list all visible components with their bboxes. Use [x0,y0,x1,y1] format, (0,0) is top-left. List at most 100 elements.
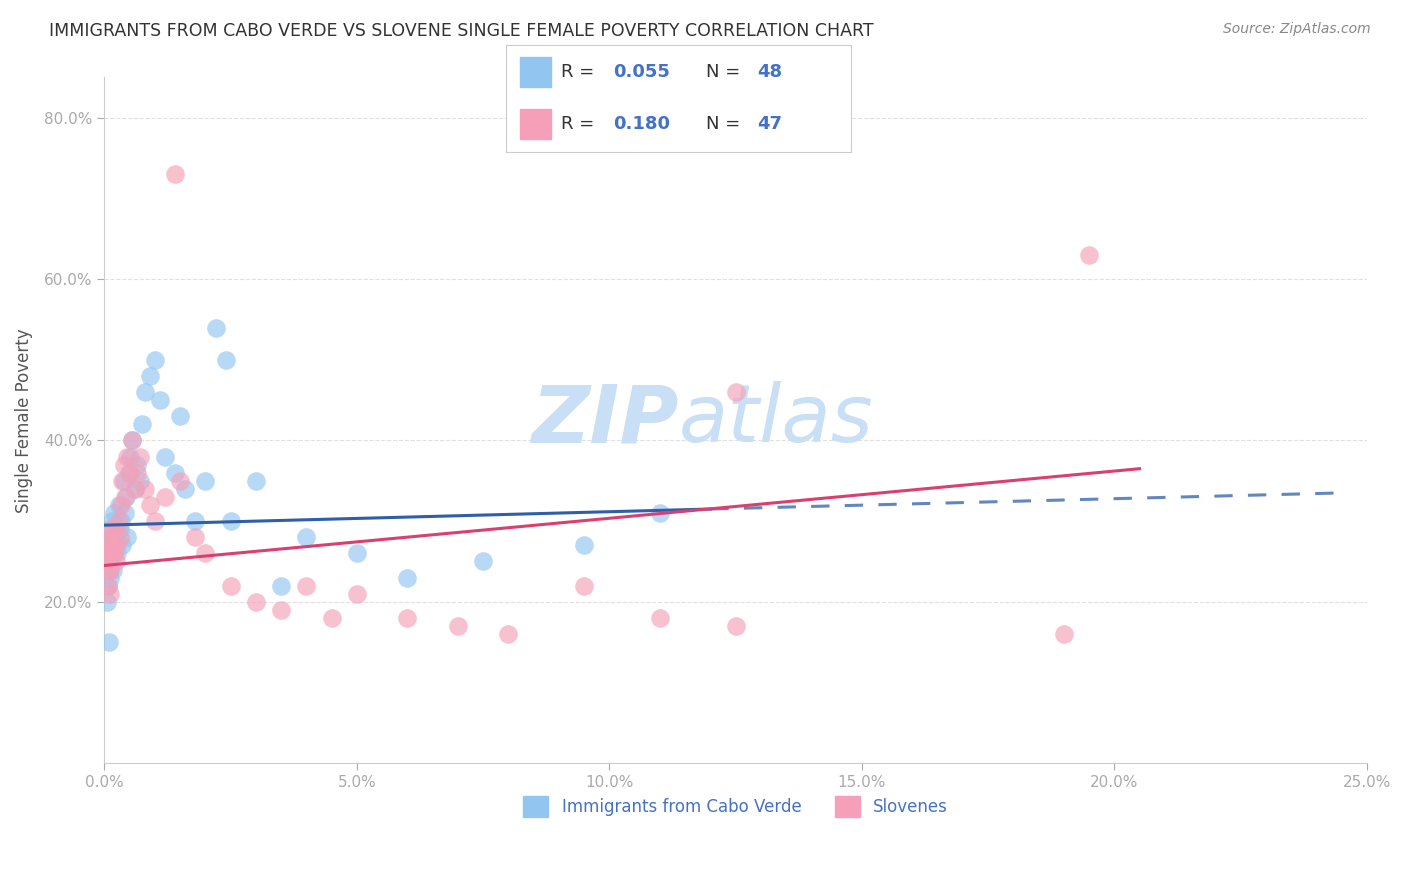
Point [96,538,118,552]
Point [103,522,125,536]
Point [111,474,134,488]
Point [724,385,747,400]
Text: 48: 48 [758,63,783,81]
Point [108,522,131,536]
Point [121,434,143,448]
Point [114,490,136,504]
Point [101,538,124,552]
Point [214,352,236,367]
Point [98,530,121,544]
Point [194,474,217,488]
Point [112,474,135,488]
Point [219,514,242,528]
Point [648,506,671,520]
Point [97,554,120,568]
Point [346,587,368,601]
Point [118,466,141,480]
Point [1078,248,1101,262]
Text: N =: N = [706,63,747,81]
Point [105,538,128,552]
Point [124,482,146,496]
Text: R =: R = [561,63,600,81]
Point [114,490,136,504]
Point [107,514,129,528]
Y-axis label: Single Female Poverty: Single Female Poverty [15,328,32,513]
Point [103,538,125,552]
Point [104,554,127,568]
Point [184,530,207,544]
Point [245,595,267,609]
Point [100,562,122,576]
Point [245,474,267,488]
Point [143,514,166,528]
Text: atlas: atlas [679,381,873,459]
Bar [520,57,551,87]
Point [1053,627,1076,641]
Point [648,611,671,625]
Point [98,522,121,536]
Point [112,458,135,472]
Point [184,514,207,528]
Point [128,474,150,488]
Point [169,409,191,424]
Point [98,587,121,601]
Text: N =: N = [706,115,747,133]
Point [115,530,138,544]
Point [104,530,127,544]
Legend: Immigrants from Cabo Verde, Slovenes: Immigrants from Cabo Verde, Slovenes [516,789,955,823]
Point [97,579,120,593]
Point [572,579,595,593]
Point [118,466,141,480]
Point [169,474,191,488]
Text: R =: R = [561,115,600,133]
Point [96,538,118,552]
Point [174,482,197,496]
Point [131,417,153,432]
Point [270,603,292,617]
Point [97,579,120,593]
Point [121,434,143,448]
Text: 0.180: 0.180 [613,115,669,133]
Point [194,546,217,560]
Point [101,562,124,576]
Point [96,595,118,609]
Point [134,385,156,400]
Text: 0.055: 0.055 [613,63,669,81]
Point [165,167,187,181]
Point [105,546,128,560]
Point [96,554,118,568]
Point [97,562,120,576]
Point [295,579,318,593]
Point [124,482,146,496]
Point [110,514,132,528]
Point [143,352,166,367]
Point [447,619,470,633]
Point [472,554,495,568]
Point [204,320,226,334]
Point [100,530,122,544]
Point [270,579,292,593]
Point [134,482,156,496]
Point [108,530,131,544]
Point [295,530,318,544]
Point [139,498,162,512]
Point [110,498,132,512]
Point [100,546,122,560]
Point [127,466,149,480]
Text: Source: ZipAtlas.com: Source: ZipAtlas.com [1223,22,1371,37]
Point [100,522,122,536]
Point [572,538,595,552]
Point [103,506,125,520]
Text: ZIP: ZIP [531,381,679,459]
Point [101,514,124,528]
Point [219,579,242,593]
Point [107,498,129,512]
Text: IMMIGRANTS FROM CABO VERDE VS SLOVENE SINGLE FEMALE POVERTY CORRELATION CHART: IMMIGRANTS FROM CABO VERDE VS SLOVENE SI… [49,22,875,40]
Point [127,458,149,472]
Point [98,571,121,585]
Point [139,368,162,383]
Point [153,450,176,464]
Point [396,571,419,585]
Text: 47: 47 [758,115,783,133]
Point [128,450,150,464]
